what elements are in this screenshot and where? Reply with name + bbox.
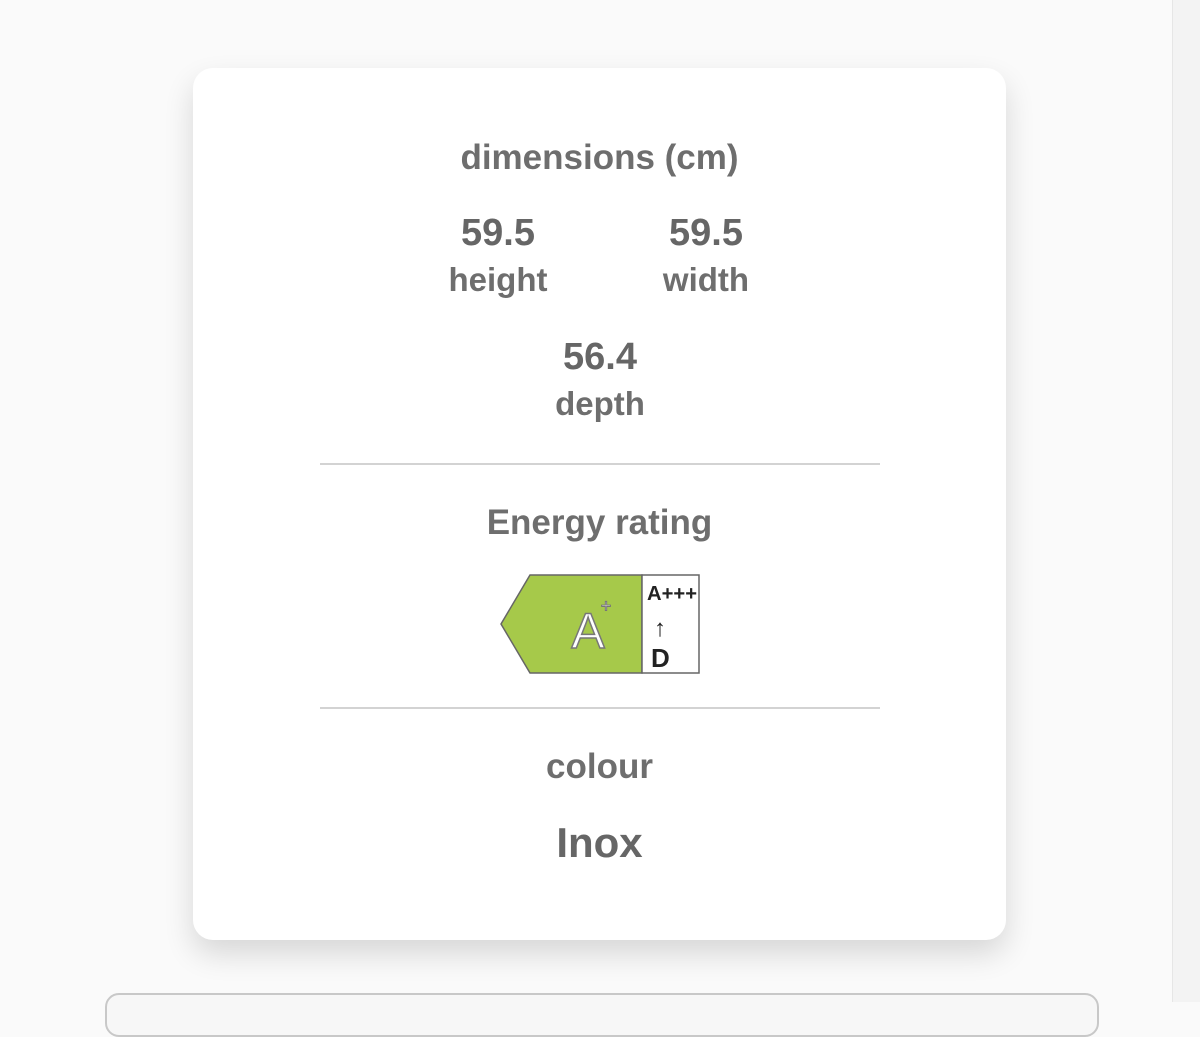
depth-value: 56.4	[563, 336, 637, 378]
colour-value: Inox	[556, 819, 643, 866]
height-label: height	[448, 261, 548, 298]
divider	[320, 463, 880, 465]
energy-rating-plus: +	[601, 596, 612, 616]
colour-title: colour	[546, 747, 653, 786]
next-section-card	[105, 993, 1099, 1037]
scale-top: A+++	[647, 583, 697, 605]
dimensions-title: dimensions (cm)	[460, 138, 739, 177]
product-specs-card: dimensions (cm) 59.5 height 59.5 width 5…	[193, 68, 1006, 940]
width-label: width	[662, 261, 750, 298]
divider	[320, 707, 880, 709]
energy-label-icon: A + A+++ ↑ D	[500, 574, 700, 674]
scrollbar-track[interactable]	[1172, 0, 1200, 1002]
scale-arrow: ↑	[654, 615, 666, 642]
energy-scale-box	[641, 574, 700, 674]
scale-bottom: D	[651, 643, 670, 673]
height-value: 59.5	[461, 212, 535, 254]
energy-rating-letter: A	[571, 603, 605, 659]
width-value: 59.5	[669, 212, 743, 254]
depth-label: depth	[555, 385, 645, 422]
energy-rating-title: Energy rating	[486, 503, 713, 542]
